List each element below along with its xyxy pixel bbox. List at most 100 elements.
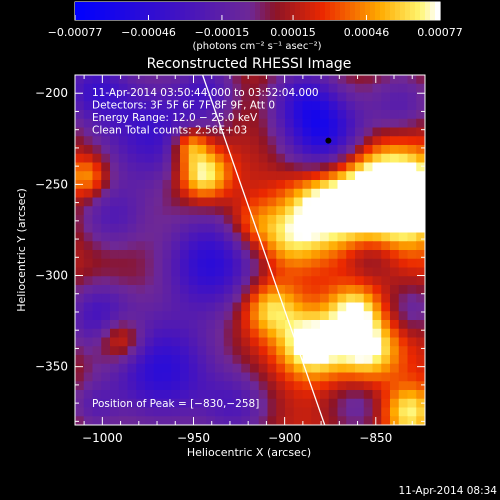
heatmap-cell [101,162,111,172]
heatmap-cell [127,92,137,102]
heatmap-cell [136,206,146,216]
heatmap-cell [320,188,330,198]
heatmap-cell [346,398,356,408]
heatmap-cell [346,75,356,85]
heatmap-cell [398,302,408,312]
heatmap-cell [162,276,172,286]
heatmap-cell [311,250,321,260]
heatmap-cell [83,171,93,181]
heatmap-cell [320,110,330,120]
heatmap-cell [171,328,181,338]
heatmap-cell [372,110,382,120]
x-tick-label: −850 [359,431,392,445]
colorbar-swatch [165,2,171,20]
heatmap-cell [145,293,155,303]
heatmap-cell [92,180,102,190]
heatmap-cell [407,302,417,312]
colorbar-swatch [190,2,196,20]
heatmap-cell [83,250,93,260]
heatmap-cell [346,92,356,102]
heatmap-cell [285,75,295,85]
heatmap-cell [346,293,356,303]
heatmap-cell [372,381,382,391]
heatmap-cell [258,136,268,146]
heatmap-cell [372,153,382,163]
heatmap-cell [92,188,102,198]
colorbar-swatch [420,2,426,20]
heatmap-cell [337,372,347,382]
heatmap-cell [267,206,277,216]
heatmap-cell [110,390,120,400]
colorbar-swatch [130,2,136,20]
heatmap-cell [285,293,295,303]
heatmap-cell [390,311,400,321]
heatmap-cell [101,355,111,365]
heatmap-cell [390,197,400,207]
heatmap-cell [215,267,225,277]
heatmap-cell [302,381,312,391]
heatmap-cell [127,197,137,207]
heatmap-cell [293,311,303,321]
heatmap-cell [110,258,120,268]
heatmap-cell [162,320,172,330]
heatmap-cell [180,75,190,85]
heatmap-cell [390,83,400,93]
heatmap-cell [355,267,365,277]
peak-position-label: Position of Peak = [−830,−258] [92,398,259,410]
heatmap-cell [276,276,286,286]
heatmap-cell [145,285,155,295]
heatmap-cell [285,180,295,190]
heatmap-cell [258,372,268,382]
heatmap-cell [355,180,365,190]
heatmap-cell [407,285,417,295]
heatmap-cell [171,311,181,321]
heatmap-cell [302,355,312,365]
heatmap-cell [302,153,312,163]
heatmap-cell [171,136,181,146]
heatmap-cell [223,223,233,233]
heatmap-cell [337,276,347,286]
heatmap-cell [328,75,338,85]
heatmap-cell [75,75,85,85]
heatmap-cell [188,363,198,373]
heatmap-cell [75,320,85,330]
heatmap-cell [101,398,111,408]
heatmap-cell [337,136,347,146]
heatmap-cell [372,407,382,417]
heatmap-cell [75,328,85,338]
heatmap-cell [258,390,268,400]
heatmap-cell [355,355,365,365]
heatmap-cell [162,241,172,251]
heatmap-cell [127,136,137,146]
heatmap-cell [398,328,408,338]
heatmap-cell [363,311,373,321]
heatmap-cell [346,110,356,120]
heatmap-cell [293,363,303,373]
heatmap-cell [320,302,330,312]
heatmap-cell [346,197,356,207]
heatmap-cell [101,241,111,251]
heatmap-cell [258,215,268,225]
heatmap-cell [162,145,172,155]
heatmap-cell [320,276,330,286]
heatmap-cell [153,223,163,233]
heatmap-cell [162,180,172,190]
heatmap-cell [101,285,111,295]
heatmap-cell [232,162,242,172]
heatmap-cell [390,162,400,172]
heatmap-cell [215,398,225,408]
heatmap-cell [311,110,321,120]
heatmap-cell [372,302,382,312]
heatmap-cell [407,355,417,365]
heatmap-cell [398,162,408,172]
heatmap-cell [302,110,312,120]
heatmap-cell [363,83,373,93]
heatmap-cell [197,232,207,242]
heatmap-cell [328,162,338,172]
heatmap-cell [381,258,391,268]
heatmap-cell [110,398,120,408]
heatmap-cell [337,398,347,408]
heatmap-cell [311,171,321,181]
heatmap-cell [337,215,347,225]
heatmap-cell [145,188,155,198]
